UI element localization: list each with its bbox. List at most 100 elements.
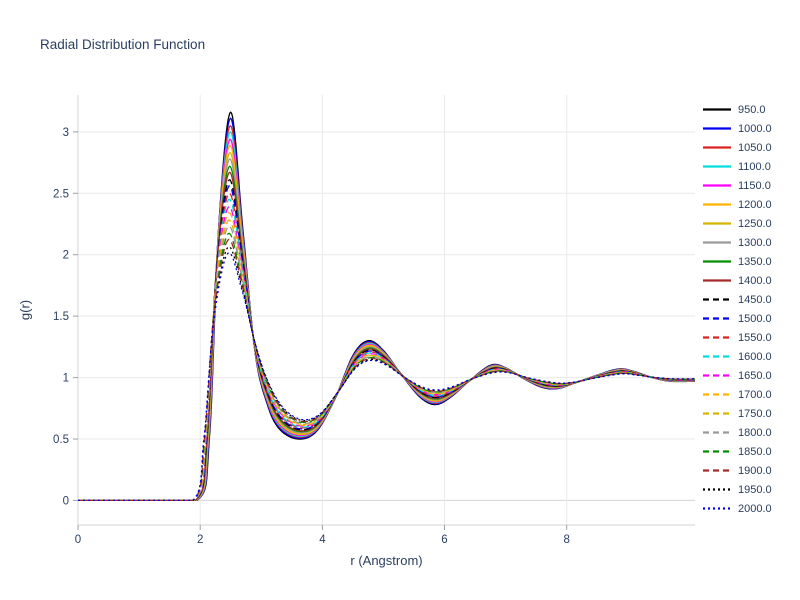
x-tick-label: 8 [563,534,569,546]
legend-label: 1900.0 [738,464,772,477]
legend-label: 2000.0 [738,502,772,515]
legend-item[interactable]: 1100.0 [702,157,772,176]
legend-item[interactable]: 1700.0 [702,385,772,404]
series-line-1250.0 [78,151,695,502]
legend-line-sample [703,165,731,168]
legend-label: 1150.0 [738,179,771,192]
legend: 950.0 1000.0 1050.0 1100.0 1150.0 1200.0 1250.… [702,100,772,518]
legend-item[interactable]: 1000.0 [702,119,772,138]
legend-item[interactable]: 1250.0 [702,214,772,233]
legend-item[interactable]: 2000.0 [702,499,772,518]
legend-line-sample [703,317,731,320]
series-line-1000.0 [78,117,695,502]
legend-label: 1250.0 [738,217,772,230]
y-tick-label: 2.5 [53,188,69,200]
chart-title: Radial Distribution Function [40,37,206,52]
y-tick-label: 1 [63,373,69,385]
y-tick-label: 1.5 [53,311,69,323]
legend-label: 1700.0 [738,388,772,401]
series-line-950.0 [78,111,695,502]
legend-item[interactable]: 950.0 [702,100,772,119]
series-line-1900.0 [78,238,695,502]
legend-line-sample [703,488,731,491]
legend-line-sample [703,393,731,396]
legend-item[interactable]: 1300.0 [702,233,772,252]
legend-line-sample [703,355,731,358]
legend-item[interactable]: 1950.0 [702,480,772,499]
legend-label: 1350.0 [738,255,772,268]
x-tick-label: 2 [197,534,203,546]
legend-line-sample [703,450,731,453]
x-tick-label: 6 [441,534,447,546]
series-line-1750.0 [78,219,695,502]
y-axis-label: g(r) [17,299,33,321]
series-line-1500.0 [78,185,695,502]
legend-label: 1000.0 [738,122,772,135]
legend-item[interactable]: 1200.0 [702,195,772,214]
series-line-2000.0 [78,252,695,502]
legend-item[interactable]: 1050.0 [702,138,772,157]
legend-item[interactable]: 1150.0 [702,176,772,195]
legend-item[interactable]: 1450.0 [702,290,772,309]
series-line-1300.0 [78,158,696,502]
legend-line-sample [703,374,731,377]
legend-item[interactable]: 1350.0 [702,252,772,271]
legend-label: 1800.0 [738,426,772,439]
legend-line-sample [703,127,731,130]
legend-label: 1600.0 [738,350,772,363]
legend-line-sample [703,469,731,472]
legend-line-sample [703,241,731,244]
series-line-1450.0 [78,179,695,502]
legend-line-sample [703,108,731,111]
legend-item[interactable]: 1550.0 [702,328,772,347]
y-tick-label: 2 [63,250,69,262]
legend-line-sample [703,298,731,301]
legend-line-sample [703,336,731,339]
x-tick-label: 4 [319,534,326,546]
legend-line-sample [703,507,731,510]
legend-item[interactable]: 1500.0 [702,309,772,328]
legend-label: 1650.0 [738,369,772,382]
y-tick-label: 3 [63,127,69,139]
series-line-1200.0 [78,144,695,502]
series-line-1850.0 [78,232,695,502]
legend-line-sample [703,203,731,206]
legend-label: 1450.0 [738,293,772,306]
series-line-1550.0 [78,192,696,502]
legend-item[interactable]: 1850.0 [702,442,772,461]
legend-label: 950.0 [738,103,766,116]
legend-item[interactable]: 1750.0 [702,404,772,423]
legend-line-sample [703,431,731,434]
series-line-1600.0 [78,198,695,502]
legend-item[interactable]: 1650.0 [702,366,772,385]
legend-label: 1550.0 [738,331,772,344]
series-line-1050.0 [78,124,695,502]
series-line-1400.0 [78,171,695,502]
legend-line-sample [703,184,731,187]
legend-line-sample [703,260,731,263]
legend-label: 1100.0 [738,160,771,173]
legend-label: 1850.0 [738,445,772,458]
legend-item[interactable]: 1400.0 [702,271,772,290]
x-axis-label: r (Angstrom) [350,553,423,568]
y-tick-label: 0.5 [53,434,69,446]
legend-label: 1500.0 [738,312,772,325]
legend-label: 1050.0 [738,141,772,154]
legend-line-sample [703,412,731,415]
legend-item[interactable]: 1800.0 [702,423,772,442]
legend-item[interactable]: 1600.0 [702,347,772,366]
legend-item[interactable]: 1900.0 [702,461,772,480]
legend-line-sample [703,222,731,225]
legend-line-sample [703,146,731,149]
series-line-1800.0 [78,225,695,502]
y-tick-label: 0 [63,495,69,507]
legend-label: 1750.0 [738,407,772,420]
legend-line-sample [703,279,731,282]
legend-label: 1950.0 [738,483,772,496]
legend-label: 1200.0 [738,198,772,211]
legend-label: 1300.0 [738,236,772,249]
legend-label: 1400.0 [738,274,772,287]
series-line-1350.0 [78,165,695,502]
